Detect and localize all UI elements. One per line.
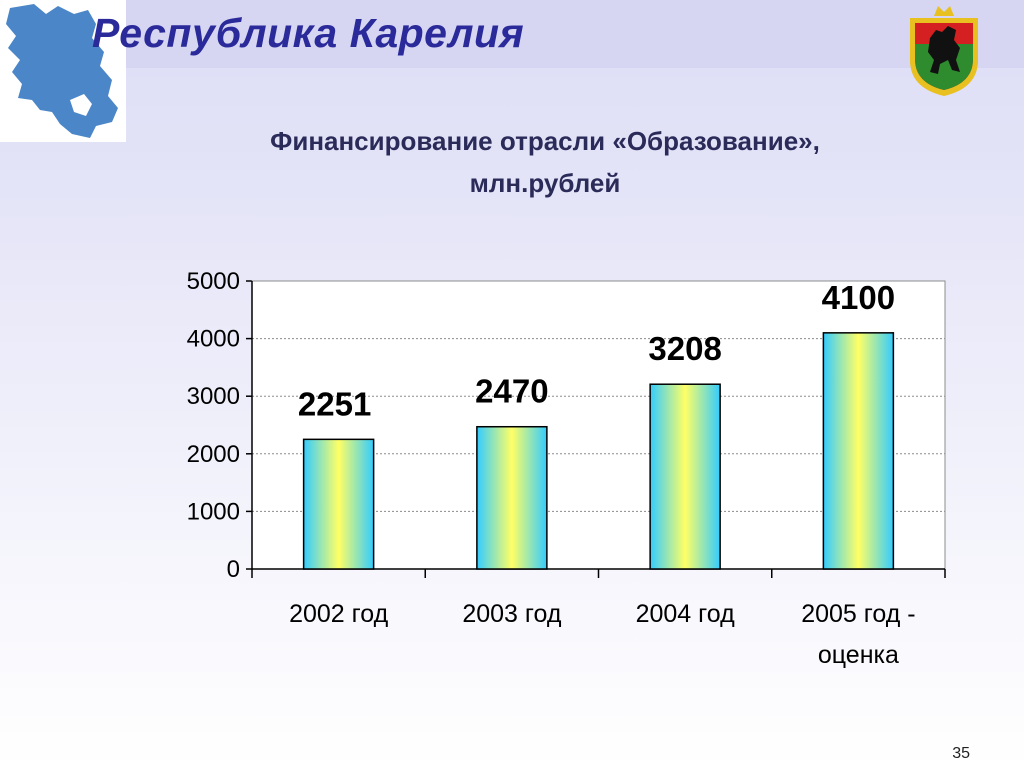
bar-2002-год [302,438,375,570]
x-category-label: 2002 год [289,600,388,628]
x-category-label: 2004 год [636,600,735,628]
chart-title: Финансирование отрасли «Образование», мл… [130,120,960,204]
y-tick-label: 2000 [187,441,240,468]
y-tick-label: 0 [227,556,240,583]
bar-2003-год [476,425,548,570]
slide-title: Республика Карелия [92,10,525,56]
bar-2004-год [649,383,721,570]
header-band [0,0,1024,68]
map-panel [0,0,126,142]
x-category-label: 2005 год - [801,600,915,628]
y-tick-label: 4000 [187,326,240,353]
data-label: 4100 [822,279,895,316]
y-tick-label: 1000 [187,498,240,525]
karelia-map-icon [6,4,118,138]
y-tick-label: 5000 [187,268,240,295]
karelia-coat-of-arms-icon [910,6,978,96]
chart-title-line-2: млн.рублей [469,168,621,198]
x-category-label: 2003 год [462,600,561,628]
data-label: 2251 [298,385,371,422]
slide-page-number: 35 [952,745,970,762]
emblem-container [904,2,984,98]
y-tick-label: 3000 [187,383,240,410]
data-label: 3208 [648,330,721,367]
chart-title-line-1: Финансирование отрасли «Образование», [270,126,820,156]
data-label: 2470 [475,373,548,410]
bar-2005-год-- [822,332,895,570]
x-category-label: оценка [818,641,899,669]
